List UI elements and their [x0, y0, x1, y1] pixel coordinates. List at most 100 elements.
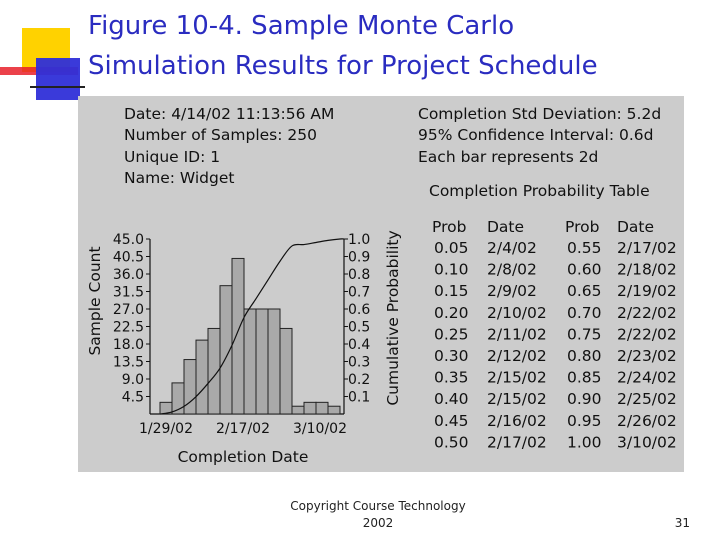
table-cell-r1-c3: 2/18/02	[617, 261, 677, 279]
table-cell-r2-c2: 0.65	[567, 282, 602, 300]
y-tick-label-1: 40.5	[113, 250, 144, 266]
bar-8	[255, 308, 269, 415]
y-tick-label-5: 22.5	[113, 320, 144, 336]
table-cell-r4-c1: 2/11/02	[487, 325, 547, 343]
footer-line-1: Copyright Course Technology	[290, 499, 466, 513]
x-tick-label-1: 2/17/02	[216, 421, 270, 437]
y2-tick-label-9: 0.1	[348, 390, 370, 406]
table-cell-r1-c0: 0.10	[434, 261, 469, 279]
figure-panel: Date: 4/14/02 11:13:56 AM Number of Samp…	[78, 96, 684, 472]
table-cell-r7-c0: 0.40	[434, 390, 469, 408]
info-std-dev: Completion Std Deviation: 5.2d	[418, 105, 661, 123]
table-cell-r4-c0: 0.25	[434, 325, 469, 343]
table-cell-r5-c2: 0.80	[567, 347, 602, 365]
table-header-2: Prob	[565, 218, 599, 236]
footer-copyright: Copyright Course Technology 2002	[270, 498, 486, 532]
decor-line	[30, 86, 85, 88]
table-header-1: Date	[487, 218, 524, 236]
table-cell-r9-c1: 2/17/02	[487, 433, 547, 451]
table-cell-r4-c3: 2/22/02	[617, 325, 677, 343]
y-tick-label-7: 13.5	[113, 355, 144, 371]
table-cell-r9-c2: 1.00	[567, 433, 602, 451]
y-tick-label-4: 27.0	[113, 302, 144, 318]
x-tick-label-2: 3/10/02	[293, 421, 347, 437]
info-samples: Number of Samples: 250	[124, 126, 317, 144]
table-cell-r0-c2: 0.55	[567, 239, 602, 257]
table-cell-r7-c3: 2/25/02	[617, 390, 677, 408]
table-cell-r8-c0: 0.45	[434, 412, 469, 430]
info-date: Date: 4/14/02 11:13:56 AM	[124, 105, 334, 123]
table-cell-r3-c2: 0.70	[567, 304, 602, 322]
bar-7	[243, 308, 257, 415]
table-cell-r9-c3: 3/10/02	[617, 433, 677, 451]
table-cell-r2-c1: 2/9/02	[487, 282, 537, 300]
bar-9	[267, 308, 281, 415]
title-line-2: Simulation Results for Project Schedule	[88, 51, 598, 81]
title-line-1: Figure 10-4. Sample Monte Carlo	[88, 11, 515, 41]
table-cell-r8-c3: 2/26/02	[617, 412, 677, 430]
info-unique-id: Unique ID: 1	[124, 148, 220, 166]
table-cell-r7-c1: 2/15/02	[487, 390, 547, 408]
table-cell-r1-c2: 0.60	[567, 261, 602, 279]
table-cell-r5-c3: 2/23/02	[617, 347, 677, 365]
table-cell-r3-c3: 2/22/02	[617, 304, 677, 322]
slide-title: Figure 10-4. Sample Monte Carlo Simulati…	[88, 6, 708, 86]
probability-table: Prob Date Prob Date 0.05 2/4/02 0.55 2/17/02 0.1…	[432, 218, 677, 451]
y2-tick-label-5: 0.5	[348, 320, 370, 336]
info-bar-note: Each bar represents 2d	[418, 148, 598, 166]
table-cell-r7-c2: 0.90	[567, 390, 602, 408]
table-cell-r3-c1: 2/10/02	[487, 304, 547, 322]
bar-10	[279, 327, 293, 415]
y-tick-label-2: 36.0	[113, 267, 144, 283]
y2-tick-label-2: 0.8	[348, 267, 370, 283]
table-title: Completion Probability Table	[429, 182, 650, 200]
info-confidence: 95% Confidence Interval: 0.6d	[418, 126, 653, 144]
x-axis-label: Completion Date	[178, 448, 309, 466]
cumulative-curve	[159, 238, 345, 415]
table-cell-r5-c1: 2/12/02	[487, 347, 547, 365]
bar-3	[195, 339, 209, 415]
table-cell-r6-c2: 0.85	[567, 369, 602, 387]
table-cell-r4-c2: 0.75	[567, 325, 602, 343]
bar-13	[315, 401, 329, 415]
bar-14	[327, 405, 341, 415]
y-axis-label: Sample Count	[86, 246, 104, 355]
y2-tick-label-4: 0.6	[348, 302, 370, 318]
table-cell-r3-c0: 0.20	[434, 304, 469, 322]
x-tick-label-0: 1/29/02	[139, 421, 193, 437]
y2-tick-label-1: 0.9	[348, 250, 370, 266]
y-tick-label-8: 9.0	[122, 372, 144, 388]
bar-12	[303, 401, 317, 415]
decor-blue-square	[36, 58, 80, 100]
table-cell-r5-c0: 0.30	[434, 347, 469, 365]
table-cell-r8-c1: 2/16/02	[487, 412, 547, 430]
y2-tick-label-8: 0.2	[348, 372, 370, 388]
table-cell-r6-c0: 0.35	[434, 369, 469, 387]
table-cell-r0-c0: 0.05	[434, 239, 469, 257]
y-tick-label-0: 45.0	[113, 232, 144, 248]
y-tick-label-6: 18.0	[113, 337, 144, 353]
table-header-0: Prob	[432, 218, 466, 236]
table-cell-r9-c0: 0.50	[434, 433, 469, 451]
table-cell-r0-c1: 2/4/02	[487, 239, 537, 257]
table-cell-r6-c3: 2/24/02	[617, 369, 677, 387]
table-header-3: Date	[617, 218, 654, 236]
table-cell-r8-c2: 0.95	[567, 412, 602, 430]
y2-tick-label-7: 0.3	[348, 355, 370, 371]
info-name: Name: Widget	[124, 169, 234, 187]
y2-axis-label: Cumulative Probability	[384, 230, 402, 405]
table-cell-r2-c0: 0.15	[434, 282, 469, 300]
y2-tick-label-3: 0.7	[348, 285, 370, 301]
table-cell-r1-c1: 2/8/02	[487, 261, 537, 279]
y2-tick-label-0: 1.0	[348, 232, 370, 248]
y-tick-label-9: 4.5	[122, 390, 144, 406]
y-tick-label-3: 31.5	[113, 285, 144, 301]
y2-tick-label-6: 0.4	[348, 337, 370, 353]
footer-line-2: 2002	[362, 516, 394, 530]
table-cell-r6-c1: 2/15/02	[487, 369, 547, 387]
bar-11	[291, 405, 305, 415]
table-cell-r0-c3: 2/17/02	[617, 239, 677, 257]
histogram-chart: Sample Count Cumulative Probability Comp…	[86, 230, 402, 466]
bar-6	[231, 257, 245, 415]
figure-svg: Date: 4/14/02 11:13:56 AM Number of Samp…	[86, 105, 677, 466]
